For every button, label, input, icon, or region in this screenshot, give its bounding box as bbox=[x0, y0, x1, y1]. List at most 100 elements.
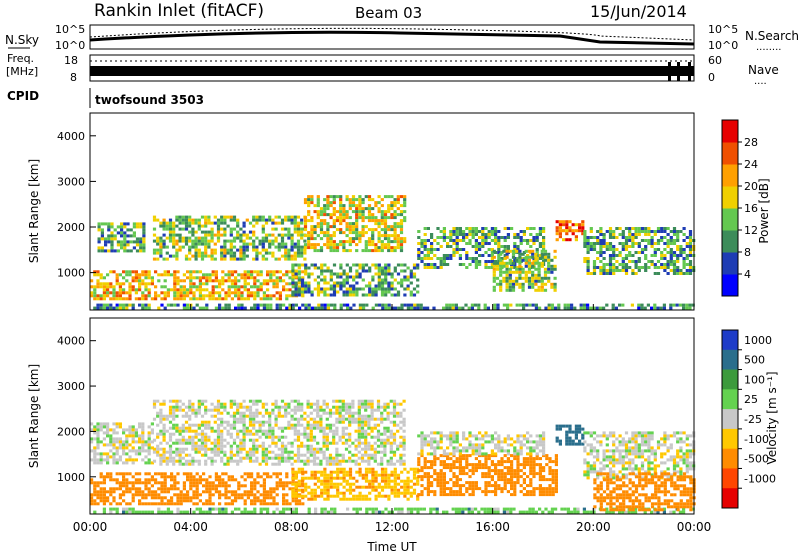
echo-cell bbox=[631, 260, 635, 263]
echo-cell bbox=[361, 225, 365, 229]
echo-cell bbox=[239, 245, 243, 249]
echo-cell bbox=[621, 245, 625, 248]
echo-cell bbox=[666, 242, 670, 245]
echo-cell bbox=[316, 243, 320, 247]
echo-cell bbox=[261, 450, 265, 454]
echo-cell bbox=[502, 249, 506, 253]
echo-cell bbox=[518, 510, 522, 514]
echo-cell bbox=[218, 478, 222, 482]
echo-cell bbox=[380, 281, 385, 285]
echo-cell bbox=[663, 257, 667, 260]
echo-cell bbox=[442, 260, 446, 263]
echo-cell bbox=[342, 231, 346, 235]
echo-cell bbox=[380, 473, 385, 477]
echo-cell bbox=[396, 488, 401, 492]
echo-cell bbox=[494, 230, 498, 233]
echo-cell bbox=[426, 466, 430, 470]
echo-cell bbox=[341, 408, 345, 412]
echo-cell bbox=[303, 228, 308, 232]
echo-cell bbox=[131, 437, 135, 441]
echo-cell bbox=[377, 491, 381, 495]
echo-cell bbox=[223, 245, 227, 249]
echo-cell bbox=[666, 266, 670, 269]
echo-cell bbox=[237, 507, 241, 511]
echo-cell bbox=[531, 285, 535, 289]
echo-cell bbox=[96, 484, 100, 488]
echo-cell bbox=[128, 428, 132, 432]
echo-cell bbox=[354, 411, 358, 415]
echo-cell bbox=[243, 502, 247, 506]
echo-cell bbox=[669, 248, 673, 251]
echo-cell bbox=[252, 218, 256, 222]
echo-cell bbox=[608, 269, 613, 272]
echo-cell bbox=[128, 303, 132, 307]
echo-cell bbox=[624, 248, 629, 251]
echo-cell bbox=[380, 269, 385, 273]
echo-cell bbox=[384, 467, 388, 471]
echo-cell bbox=[255, 450, 259, 454]
echo-cell bbox=[227, 496, 231, 500]
echo-cell bbox=[300, 479, 305, 483]
echo-cell bbox=[303, 243, 308, 247]
echo-cell bbox=[329, 216, 333, 220]
echo-cell bbox=[303, 435, 307, 439]
echo-cell bbox=[653, 242, 657, 245]
echo-cell bbox=[384, 263, 388, 267]
echo-cell bbox=[403, 240, 407, 244]
echo-cell bbox=[357, 423, 361, 427]
echo-cell bbox=[322, 444, 326, 448]
echo-cell bbox=[208, 291, 212, 295]
echo-cell bbox=[647, 266, 651, 269]
echo-cell bbox=[380, 417, 384, 421]
echo-cell bbox=[386, 405, 390, 409]
echo-cell bbox=[274, 453, 278, 457]
echo-cell bbox=[296, 224, 301, 228]
echo-cell bbox=[115, 306, 119, 310]
echo-cell bbox=[112, 461, 116, 465]
echo-cell bbox=[240, 496, 244, 500]
echo-cell bbox=[380, 198, 384, 202]
echo-cell bbox=[306, 414, 310, 418]
echo-cell bbox=[253, 510, 257, 514]
echo-cell bbox=[380, 204, 384, 208]
echo-cell bbox=[152, 447, 157, 451]
echo-cell bbox=[160, 481, 164, 485]
echo-cell bbox=[458, 257, 462, 260]
echo-cell bbox=[141, 481, 145, 485]
echo-cell bbox=[181, 429, 185, 433]
echo-cell bbox=[93, 431, 97, 435]
echo-cell bbox=[165, 429, 169, 433]
echo-cell bbox=[481, 239, 485, 242]
echo-cell bbox=[176, 472, 180, 476]
echo-cell bbox=[380, 293, 385, 297]
echo-cell bbox=[380, 234, 384, 238]
echo-cell bbox=[141, 443, 145, 447]
echo-cell bbox=[297, 467, 301, 471]
echo-cell bbox=[465, 254, 469, 257]
echo-cell bbox=[568, 238, 572, 242]
echo-cell bbox=[96, 440, 100, 444]
echo-cell bbox=[513, 260, 517, 263]
echo-cell bbox=[624, 242, 629, 245]
echo-cell bbox=[165, 236, 169, 240]
echo-cell bbox=[396, 237, 400, 241]
echo-cell bbox=[508, 249, 512, 253]
echo-cell bbox=[150, 510, 154, 514]
echo-cell bbox=[157, 493, 161, 497]
echo-cell bbox=[676, 257, 680, 260]
echo-cell bbox=[300, 251, 304, 255]
echo-cell bbox=[505, 279, 509, 283]
echo-cell bbox=[210, 414, 214, 418]
echo-cell bbox=[386, 429, 390, 433]
echo-cell bbox=[364, 216, 368, 220]
echo-cell bbox=[406, 278, 410, 282]
echo-cell bbox=[412, 263, 417, 267]
echo-cell bbox=[328, 456, 333, 460]
echo-cell bbox=[511, 261, 516, 265]
echo-cell bbox=[282, 487, 286, 491]
echo-cell bbox=[474, 248, 478, 251]
echo-cell bbox=[310, 306, 314, 310]
echo-cell bbox=[144, 510, 148, 514]
echo-cell bbox=[150, 475, 154, 479]
